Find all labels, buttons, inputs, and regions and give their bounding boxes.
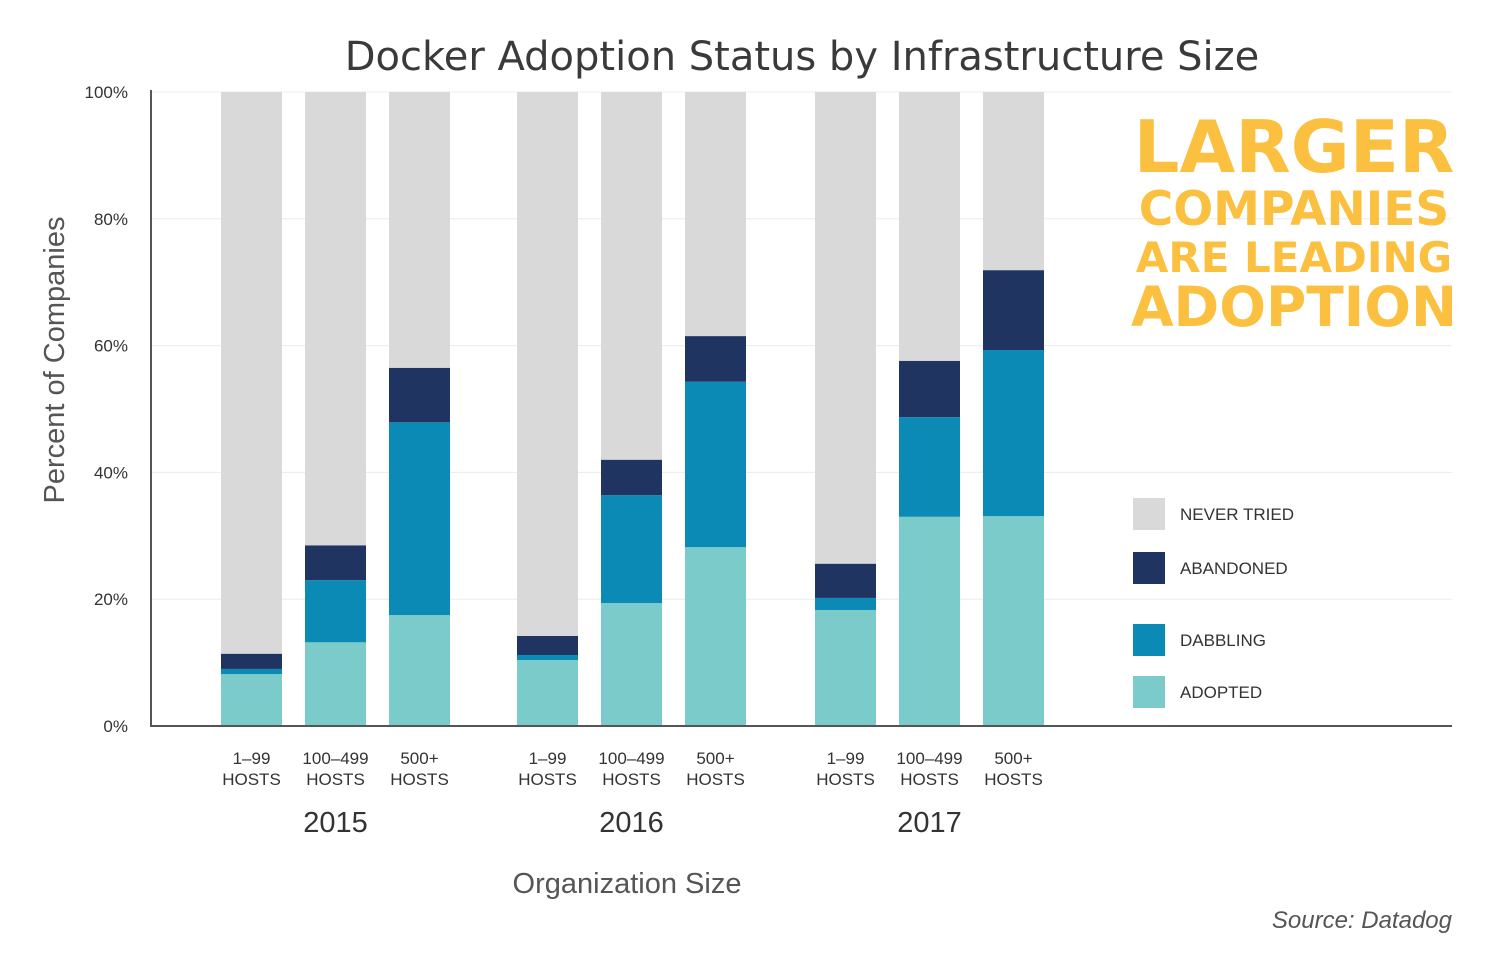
y-tick-label: 80% bbox=[94, 210, 128, 229]
callout-line: COMPANIES bbox=[1139, 182, 1450, 237]
bar-segment-never-tried bbox=[685, 92, 746, 337]
bar-segment-never-tried bbox=[305, 92, 366, 546]
callout-line: LARGER bbox=[1134, 105, 1455, 189]
callout-annotation: LARGER COMPANIES ARE LEADING ADOPTION bbox=[1131, 105, 1457, 339]
bar-segment-abandoned bbox=[221, 653, 282, 669]
chart-title: Docker Adoption Status by Infrastructure… bbox=[345, 34, 1260, 80]
bar-segment-never-tried bbox=[601, 92, 662, 460]
legend-swatch bbox=[1133, 624, 1165, 656]
y-tick-label: 60% bbox=[94, 337, 128, 356]
bar-segment-abandoned bbox=[389, 367, 450, 423]
y-axis-label: Percent of Companies bbox=[39, 217, 71, 504]
x-tick-label: HOSTS bbox=[390, 770, 449, 789]
x-axis-label: Organization Size bbox=[513, 868, 742, 900]
y-tick-label: 100% bbox=[85, 83, 128, 102]
bar-segment-never-tried bbox=[815, 92, 876, 564]
bar-segment-never-tried bbox=[983, 92, 1044, 271]
bar-segment-abandoned bbox=[685, 336, 746, 382]
x-tick-label: 500+ bbox=[696, 749, 734, 768]
bar-segment-dabbling bbox=[601, 495, 662, 604]
x-tick-label: HOSTS bbox=[686, 770, 745, 789]
legend-label: ADOPTED bbox=[1180, 683, 1262, 702]
y-tick-label: 0% bbox=[103, 717, 128, 736]
bar-segment-dabbling bbox=[899, 417, 960, 517]
bar-segment-dabbling bbox=[389, 422, 450, 616]
group-label: 2016 bbox=[599, 807, 664, 839]
bar-segment-adopted bbox=[601, 603, 662, 726]
bar-segment-adopted bbox=[517, 660, 578, 726]
bar-segment-abandoned bbox=[815, 563, 876, 598]
x-tick-label: HOSTS bbox=[518, 770, 577, 789]
bar-segment-adopted bbox=[685, 547, 746, 726]
legend: NEVER TRIED ABANDONED DABBLING ADOPTED bbox=[1133, 498, 1294, 708]
x-tick-label: 1–99 bbox=[529, 749, 567, 768]
legend-label: ABANDONED bbox=[1180, 559, 1288, 578]
x-tick-label: 1–99 bbox=[827, 749, 865, 768]
bar-segment-never-tried bbox=[221, 92, 282, 654]
bar-segment-dabbling bbox=[305, 580, 366, 643]
legend-label: DABBLING bbox=[1180, 631, 1266, 650]
bar-segment-adopted bbox=[899, 516, 960, 726]
x-tick-label: 100–499 bbox=[598, 749, 664, 768]
bar-segment-adopted bbox=[815, 609, 876, 726]
y-tick-label: 20% bbox=[94, 590, 128, 609]
x-tick-label: HOSTS bbox=[602, 770, 661, 789]
x-tick-label: HOSTS bbox=[222, 770, 281, 789]
legend-swatch bbox=[1133, 552, 1165, 584]
bar-segment-abandoned bbox=[983, 270, 1044, 351]
bar-segment-dabbling bbox=[815, 597, 876, 610]
legend-label: NEVER TRIED bbox=[1180, 505, 1294, 524]
bar-segment-dabbling bbox=[517, 654, 578, 661]
bar-segment-never-tried bbox=[389, 92, 450, 368]
x-tick-label: 1–99 bbox=[233, 749, 271, 768]
bar-segment-abandoned bbox=[517, 635, 578, 655]
callout-line: ARE LEADING bbox=[1136, 233, 1452, 282]
bar-segment-dabbling bbox=[983, 350, 1044, 517]
bar-segment-abandoned bbox=[305, 545, 366, 581]
x-tick-label: HOSTS bbox=[306, 770, 365, 789]
group-label: 2017 bbox=[897, 807, 962, 839]
bar-segment-adopted bbox=[221, 674, 282, 726]
bar-segment-abandoned bbox=[899, 360, 960, 418]
x-tick-label: 100–499 bbox=[896, 749, 962, 768]
x-tick-label: HOSTS bbox=[984, 770, 1043, 789]
x-tick-label: 100–499 bbox=[302, 749, 368, 768]
bar-segment-adopted bbox=[305, 642, 366, 726]
callout-line: ADOPTION bbox=[1131, 275, 1457, 339]
bar-segment-dabbling bbox=[221, 668, 282, 675]
x-tick-label: HOSTS bbox=[816, 770, 875, 789]
bar-segment-adopted bbox=[983, 516, 1044, 726]
group-label: 2015 bbox=[303, 807, 368, 839]
bar-segment-never-tried bbox=[517, 92, 578, 636]
x-tick-label: HOSTS bbox=[900, 770, 959, 789]
y-tick-label: 40% bbox=[94, 463, 128, 482]
legend-swatch bbox=[1133, 498, 1165, 530]
x-tick-label: 500+ bbox=[994, 749, 1032, 768]
x-tick-label: 500+ bbox=[400, 749, 438, 768]
bar-segment-adopted bbox=[389, 615, 450, 726]
bar-segment-never-tried bbox=[899, 92, 960, 361]
source-note: Source: Datadog bbox=[1272, 907, 1453, 934]
bar-segment-dabbling bbox=[685, 381, 746, 548]
legend-swatch bbox=[1133, 676, 1165, 708]
bar-segment-abandoned bbox=[601, 459, 662, 496]
